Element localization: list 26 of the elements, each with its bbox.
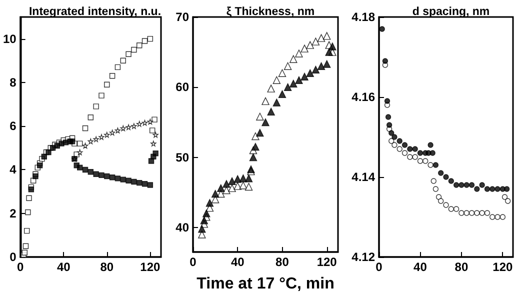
y-tick-label: 2 (10, 206, 17, 220)
y-tick-label: 6 (10, 119, 17, 134)
chart-title: d spacing, nm (412, 6, 490, 18)
x-tick-label: 120 (492, 260, 514, 274)
y-tick-label: 4.16 (352, 90, 376, 104)
chart-title: Integrated intensity, n.u. (28, 6, 162, 18)
x-tick-label: 120 (140, 260, 161, 274)
y-tick-label: 60 (176, 80, 190, 94)
y-tick-label: 8 (10, 75, 17, 90)
x-tick-label: 40 (414, 260, 428, 274)
y-tick-label: 40 (176, 220, 190, 234)
chart-title: ξ Thickness, nm (226, 6, 315, 18)
y-tick-label: 70 (176, 10, 190, 24)
y-tick-label: 4.12 (352, 250, 376, 264)
x-tick-label: 120 (316, 255, 338, 269)
x-tick-label: 80 (100, 260, 114, 274)
x-tick-label: 80 (454, 260, 468, 274)
y-tick-label: 4 (10, 162, 17, 177)
x-tick-label: 40 (56, 260, 71, 274)
x-axis-title: Time at 17 °C, min (196, 276, 334, 292)
y-tick-label: 4.18 (352, 10, 376, 24)
y-tick-label: 10 (2, 32, 17, 46)
x-tick-label: 40 (230, 255, 245, 269)
y-tick-label: 50 (176, 150, 190, 164)
x-tick-label: 80 (276, 255, 290, 269)
y-tick-label: 4.14 (352, 170, 376, 184)
